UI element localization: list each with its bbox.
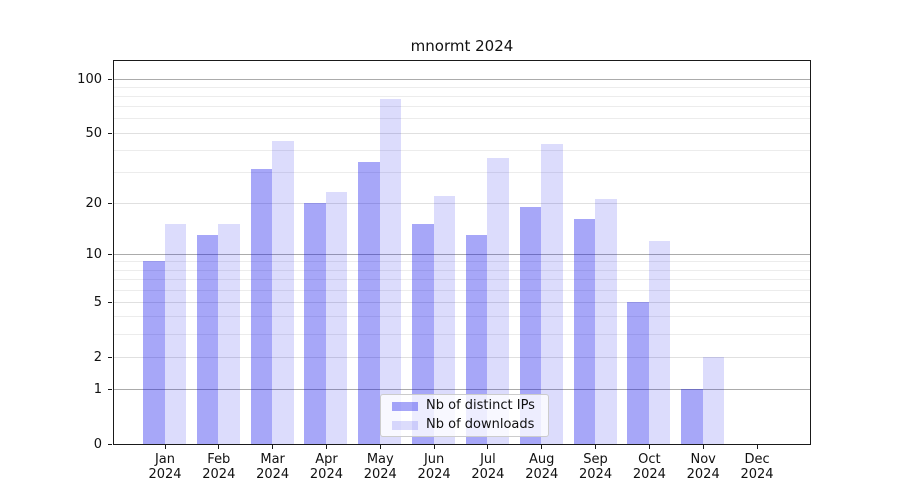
bar-downloads-apr <box>325 192 348 445</box>
y-tick-label-50: 50 <box>85 125 102 141</box>
bar-downloads-oct <box>648 240 671 445</box>
legend: Nb of distinct IPs Nb of downloads <box>380 394 549 437</box>
bar-distinct-ips-sep <box>573 219 596 445</box>
gridline-10 <box>114 253 810 255</box>
bar-distinct-ips-may <box>358 162 380 445</box>
bar-downloads-nov <box>702 356 725 445</box>
y-tick-label-10: 10 <box>85 246 102 262</box>
y-tick-mark-100 <box>108 78 112 80</box>
bar-distinct-ips-apr <box>304 202 326 445</box>
x-tick-label-aug: Aug 2024 <box>525 452 559 482</box>
legend-item-downloads: Nb of downloads <box>381 417 548 433</box>
x-tick-mark-oct <box>648 445 650 449</box>
y-tick-label-100: 100 <box>77 71 102 87</box>
legend-swatch-distinct-ips <box>392 401 418 411</box>
x-tick-mark-dec <box>756 445 758 449</box>
bar-downloads-jul <box>487 157 509 445</box>
bar-distinct-ips-feb <box>196 234 219 445</box>
x-tick-label-feb: Feb 2024 <box>202 452 236 482</box>
gridline-80 <box>114 95 810 97</box>
gridline-70 <box>114 106 810 108</box>
y-tick-label-2: 2 <box>93 349 102 365</box>
bar-distinct-ips-aug <box>519 206 542 445</box>
x-tick-label-jun: Jun 2024 <box>417 452 451 482</box>
y-tick-mark-5 <box>108 301 112 303</box>
gridline-30 <box>114 171 810 173</box>
y-tick-mark-50 <box>108 132 112 134</box>
x-tick-label-may: May 2024 <box>363 452 397 482</box>
x-tick-label-mar: Mar 2024 <box>256 452 290 482</box>
y-tick-label-5: 5 <box>93 294 102 310</box>
y-tick-mark-20 <box>108 202 112 204</box>
bar-distinct-ips-jul <box>465 234 488 445</box>
gridline-2 <box>114 356 810 358</box>
x-tick-label-jul: Jul 2024 <box>471 452 505 482</box>
gridline-5 <box>114 301 810 303</box>
bar-downloads-mar <box>272 140 294 445</box>
x-tick-mark-aug <box>541 445 543 449</box>
gridline-90 <box>114 86 810 88</box>
x-tick-mark-nov <box>702 445 704 449</box>
gridline-60 <box>114 118 810 120</box>
legend-item-distinct-ips: Nb of distinct IPs <box>381 398 548 414</box>
gridline-7 <box>114 279 810 281</box>
bar-distinct-ips-jan <box>143 261 165 445</box>
y-tick-mark-10 <box>108 253 112 255</box>
x-tick-mark-sep <box>595 445 597 449</box>
y-tick-mark-2 <box>108 356 112 358</box>
bar-downloads-jan <box>164 224 186 445</box>
bar-downloads-aug <box>541 144 563 445</box>
x-tick-mark-feb <box>218 445 220 449</box>
x-tick-mark-may <box>379 445 381 449</box>
gridline-9 <box>114 261 810 263</box>
x-tick-mark-jan <box>164 445 166 449</box>
x-tick-mark-jun <box>433 445 435 449</box>
y-tick-mark-1 <box>108 388 112 390</box>
page-title: mnormt 2024 <box>410 37 514 55</box>
x-tick-label-sep: Sep 2024 <box>579 452 613 482</box>
legend-label-distinct-ips: Nb of distinct IPs <box>426 398 535 413</box>
x-tick-label-jan: Jan 2024 <box>148 452 182 482</box>
gridline-20 <box>114 202 810 204</box>
gridline-8 <box>114 269 810 271</box>
x-tick-label-apr: Apr 2024 <box>309 452 343 482</box>
gridline-4 <box>114 316 810 318</box>
y-tick-label-0: 0 <box>93 436 102 452</box>
y-tick-mark-0 <box>108 443 112 445</box>
x-tick-label-oct: Oct 2024 <box>632 452 666 482</box>
bar-distinct-ips-oct <box>627 301 649 445</box>
gridline-40 <box>114 149 810 151</box>
bar-downloads-sep <box>595 199 617 445</box>
legend-label-downloads: Nb of downloads <box>426 417 535 432</box>
bar-distinct-ips-mar <box>250 169 273 445</box>
bar-distinct-ips-jun <box>412 224 434 445</box>
x-tick-label-dec: Dec 2024 <box>740 452 774 482</box>
gridline-50 <box>114 132 810 134</box>
x-tick-label-nov: Nov 2024 <box>686 452 720 482</box>
legend-swatch-downloads <box>392 420 418 430</box>
bar-downloads-feb <box>218 224 240 445</box>
gridline-6 <box>114 289 810 291</box>
gridline-1 <box>114 388 810 390</box>
x-tick-mark-mar <box>272 445 274 449</box>
y-tick-label-1: 1 <box>93 381 102 397</box>
x-tick-mark-jul <box>487 445 489 449</box>
bar-downloads-may <box>379 98 402 445</box>
gridline-3 <box>114 333 810 335</box>
x-tick-mark-apr <box>325 445 327 449</box>
plot-area <box>113 60 811 445</box>
bar-downloads-jun <box>433 195 456 445</box>
gridline-100 <box>114 78 810 80</box>
bar-distinct-ips-nov <box>681 388 703 445</box>
y-tick-label-20: 20 <box>85 195 102 211</box>
